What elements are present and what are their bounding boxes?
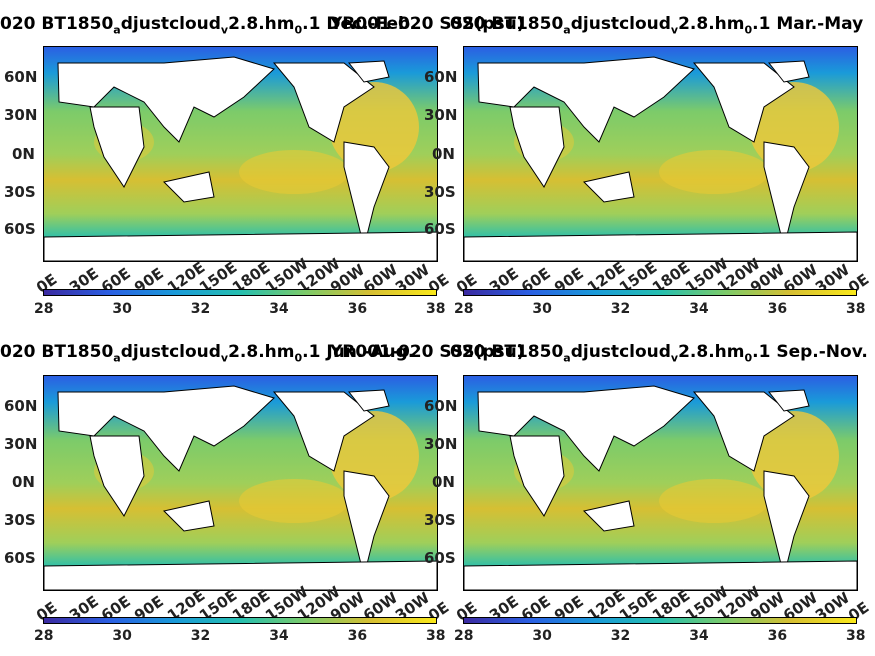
map-panel-bottom-left — [43, 375, 438, 591]
colorbar-tick-38: 38 — [846, 628, 866, 644]
colorbar-tick-34: 34 — [269, 628, 289, 644]
map-panel-top-left — [43, 46, 438, 262]
colorbar-tick-32: 32 — [190, 301, 211, 317]
colorbar-bottom-left — [43, 617, 437, 624]
ytick-0n: 0N — [432, 145, 455, 163]
sss-map-top-right — [464, 47, 857, 261]
colorbar-tick-34: 34 — [269, 301, 289, 317]
panel-title-top-right: 020 BT1850adjustcloudv2.8.hm0.1 Mar.-May — [450, 14, 864, 37]
sss-map-bottom-left — [44, 376, 437, 590]
ytick-30s: 30S — [424, 183, 456, 201]
ytick-60s: 60S — [4, 220, 36, 238]
colorbar-tick-32: 32 — [610, 301, 631, 317]
ytick-30n: 30N — [424, 435, 458, 453]
colorbar-tick-30: 30 — [532, 301, 552, 317]
colorbar-tick-32: 32 — [190, 628, 211, 644]
colorbar-tick-28: 28 — [34, 628, 54, 644]
colorbar-tick-36: 36 — [347, 301, 368, 317]
colorbar-top-right — [463, 289, 857, 296]
ytick-60n: 60N — [4, 397, 38, 415]
ytick-0n: 0N — [432, 473, 455, 491]
ytick-30s: 30S — [4, 183, 36, 201]
ytick-60n: 60N — [4, 68, 38, 86]
colorbar-tick-36: 36 — [767, 301, 788, 317]
colorbar-tick-28: 28 — [454, 301, 474, 317]
colorbar-bottom-right — [463, 617, 857, 624]
ytick-30s: 30S — [4, 511, 36, 529]
colorbar-tick-38: 38 — [846, 301, 866, 317]
map-panel-bottom-right — [463, 375, 858, 591]
colorbar-tick-30: 30 — [532, 628, 552, 644]
ytick-30n: 30N — [4, 435, 38, 453]
sss-map-top-left — [44, 47, 437, 261]
ytick-60n: 60N — [424, 397, 458, 415]
map-panel-top-right — [463, 46, 858, 262]
colorbar-tick-36: 36 — [347, 628, 368, 644]
colorbar-tick-38: 38 — [426, 301, 446, 317]
ytick-30s: 30S — [424, 511, 456, 529]
ytick-30n: 30N — [424, 106, 458, 124]
colorbar-tick-36: 36 — [767, 628, 788, 644]
ytick-60n: 60N — [424, 68, 458, 86]
colorbar-tick-30: 30 — [112, 628, 132, 644]
colorbar-tick-34: 34 — [689, 301, 709, 317]
sss-map-bottom-right — [464, 376, 857, 590]
panel-title-top-left: 020 BT1850adjustcloudv2.8.hm0.1 Dec.-Feb… — [0, 14, 417, 37]
colorbar-tick-30: 30 — [112, 301, 132, 317]
colorbar-tick-34: 34 — [689, 628, 709, 644]
ytick-0n: 0N — [12, 145, 35, 163]
colorbar-tick-32: 32 — [610, 628, 631, 644]
colorbar-tick-38: 38 — [426, 628, 446, 644]
ytick-0n: 0N — [12, 473, 35, 491]
ytick-60s: 60S — [4, 549, 36, 567]
colorbar-tick-28: 28 — [454, 628, 474, 644]
colorbar-top-left — [43, 289, 437, 296]
ytick-60s: 60S — [424, 549, 456, 567]
panel-title-top-overlap: YR001-020 SSS(psu) — [330, 14, 525, 34]
panel-title-bottom-right: 020 BT1850adjustcloudv2.8.hm0.1 Sep.-Nov… — [450, 342, 868, 365]
colorbar-tick-28: 28 — [34, 301, 54, 317]
ytick-30n: 30N — [4, 106, 38, 124]
ytick-60s: 60S — [424, 220, 456, 238]
panel-title-bottom-left: 020 BT1850adjustcloudv2.8.hm0.1 Jun.-Aug… — [0, 342, 415, 365]
panel-title-bottom-overlap: YR001-020 SSS(psu) — [330, 342, 525, 362]
